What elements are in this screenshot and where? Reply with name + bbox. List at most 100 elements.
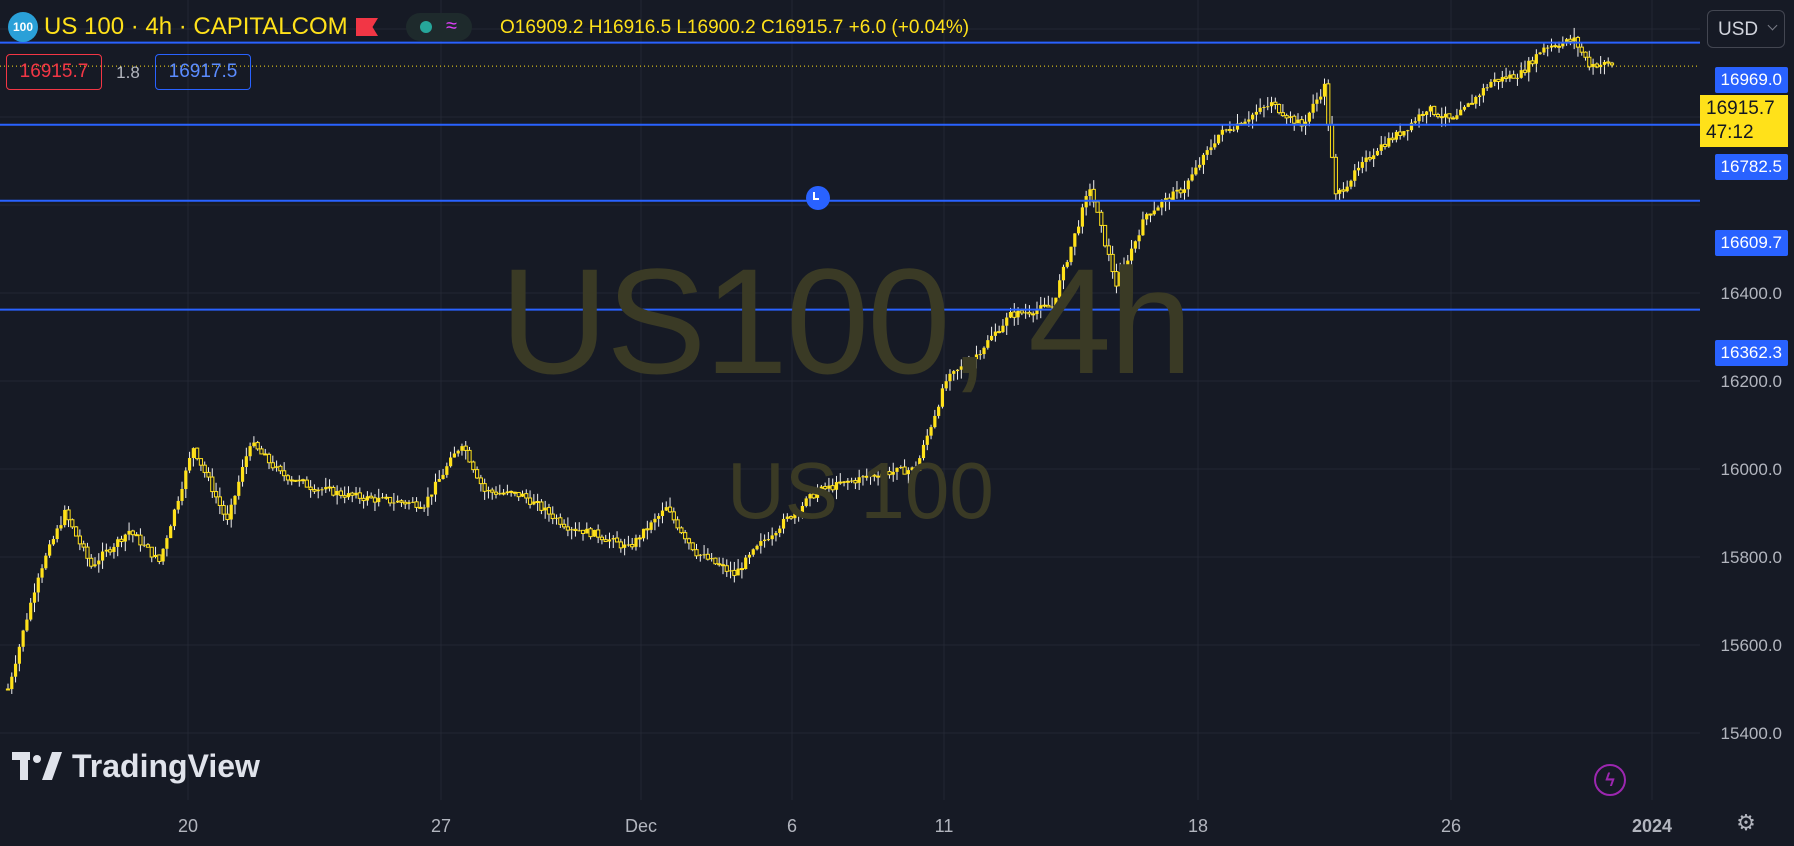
candle-body <box>607 539 612 542</box>
candle-body <box>1387 138 1391 147</box>
candle-body <box>1129 248 1134 261</box>
candle-body <box>433 481 438 495</box>
candle-body <box>1459 109 1463 116</box>
hline-label-16782[interactable]: 16782.5 <box>1714 154 1788 180</box>
candle-body <box>993 331 997 336</box>
candle-body <box>902 466 907 475</box>
candle-body <box>937 406 941 416</box>
candle-body <box>763 539 767 542</box>
candle-body <box>213 491 219 498</box>
candle-body <box>565 526 570 531</box>
candle-body <box>229 504 233 520</box>
candle-body <box>1031 313 1036 316</box>
hline-label-16969[interactable]: 16969.0 <box>1714 67 1788 93</box>
candle-body <box>259 448 264 455</box>
candle-body <box>490 489 495 493</box>
candle-body <box>32 592 37 603</box>
candle-body <box>1435 113 1441 118</box>
candle-body <box>324 487 328 490</box>
candle-body <box>10 676 14 690</box>
flag-icon[interactable] <box>356 18 378 36</box>
candle-body <box>884 471 888 474</box>
candle-body <box>967 364 971 366</box>
candle-body <box>1001 325 1005 332</box>
candle-body <box>1266 106 1270 108</box>
candle-body <box>97 560 101 565</box>
lightning-icon[interactable]: ϟ <box>1594 764 1626 796</box>
candle-body <box>940 388 945 407</box>
candle-body <box>1069 246 1073 263</box>
buy-price-button[interactable]: 16917.5 <box>155 54 251 90</box>
candle-body <box>17 646 21 664</box>
candle-body <box>1390 137 1395 141</box>
candle-body <box>149 546 154 558</box>
candle-body <box>1201 154 1206 165</box>
candle-body <box>974 354 979 360</box>
candle-body <box>1606 61 1611 64</box>
candle-body <box>535 501 540 504</box>
time-tick-label: 2024 <box>1632 816 1672 836</box>
candle-body <box>357 492 362 499</box>
sell-price-button[interactable]: 16915.7 <box>6 54 102 90</box>
candle-body <box>127 530 131 535</box>
candle-body <box>1413 121 1417 123</box>
horizontal-lines[interactable] <box>0 41 1700 311</box>
candle-body <box>1122 264 1126 273</box>
candle-body <box>1027 311 1032 315</box>
candle-body <box>184 470 188 490</box>
candle-body <box>1485 87 1489 89</box>
candle-body <box>562 523 567 528</box>
candle-body <box>36 577 40 593</box>
chevron-down-icon <box>1767 20 1778 31</box>
candle-body <box>955 369 960 372</box>
candle-body <box>478 477 483 485</box>
candle-body <box>739 568 745 571</box>
candle-body <box>1243 121 1247 125</box>
candle-body <box>891 471 895 475</box>
candle-body <box>1284 115 1289 119</box>
candle-body <box>449 457 453 467</box>
candle-body <box>48 544 52 556</box>
candle-body <box>172 509 177 527</box>
candle-body <box>1288 116 1293 118</box>
candle-body <box>403 501 408 505</box>
candle-body <box>1546 47 1550 49</box>
candle-body <box>1091 188 1096 203</box>
candle-body <box>407 502 411 504</box>
hline-label-16362[interactable]: 16362.3 <box>1714 340 1788 366</box>
candle-body <box>100 551 105 561</box>
candle-body <box>630 543 635 548</box>
candle-body <box>683 532 688 540</box>
brand-name: TradingView <box>72 748 260 784</box>
candle-body <box>1171 191 1175 202</box>
candle-body <box>543 507 547 511</box>
symbol-title[interactable]: US 100 · 4h · CAPITALCOM <box>44 13 348 40</box>
candle-body <box>316 489 320 492</box>
candle-body <box>1118 272 1122 287</box>
candle-body <box>875 475 881 478</box>
candle-body <box>713 557 718 565</box>
symbol-logo[interactable]: 100 <box>8 12 38 42</box>
candle-body <box>1349 180 1353 187</box>
currency-button[interactable]: USD <box>1707 10 1785 48</box>
candle-body <box>702 554 706 556</box>
tradingview-logo[interactable]: TradingView <box>12 748 260 785</box>
candle-body <box>426 496 430 508</box>
candle-body <box>1209 147 1213 151</box>
gear-icon[interactable]: ⚙ <box>1736 810 1756 835</box>
candle-body <box>845 480 850 483</box>
candle-body <box>546 507 552 515</box>
hline-label-16609[interactable]: 16609.7 <box>1714 230 1788 256</box>
alarm-clock-icon[interactable] <box>806 186 830 210</box>
candle-body <box>1568 38 1573 42</box>
candle-body <box>1406 130 1410 132</box>
candle-body <box>1402 131 1406 136</box>
candle-body <box>1016 310 1020 318</box>
candle-body <box>331 486 336 496</box>
candle-body <box>868 475 873 477</box>
candle-body <box>1594 63 1599 68</box>
candle-body <box>614 537 620 543</box>
time-tick-label: 27 <box>431 816 451 836</box>
market-status-pill[interactable]: ≈ <box>406 13 472 41</box>
